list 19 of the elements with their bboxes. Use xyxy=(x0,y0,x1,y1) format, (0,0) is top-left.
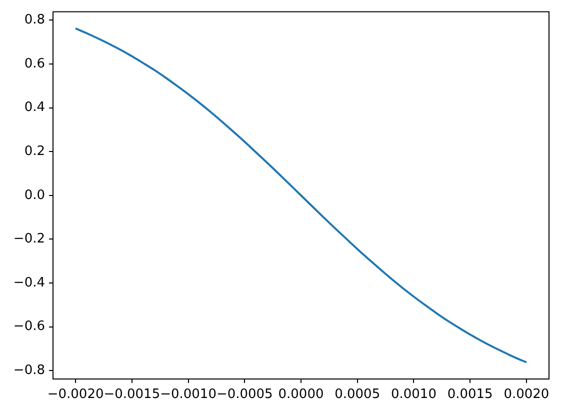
y-tick-label: 0.6 xyxy=(24,56,45,72)
x-tick-label: −0.0020 xyxy=(47,387,104,402)
y-tick-label: 0.8 xyxy=(24,12,45,28)
y-tick-label: 0.4 xyxy=(24,100,45,116)
x-tick-label: −0.0005 xyxy=(216,387,273,402)
y-tick-label: −0.2 xyxy=(13,232,45,247)
x-tick-label: 0.0010 xyxy=(390,387,436,402)
line-series xyxy=(74,27,528,364)
y-tick-label: −0.6 xyxy=(13,319,45,334)
y-tick-label: −0.8 xyxy=(13,363,45,378)
y-tick-label: −0.4 xyxy=(13,275,45,290)
x-tick-label: −0.0010 xyxy=(160,387,216,402)
x-tick-label: 0.0020 xyxy=(504,387,550,402)
x-tick-label: 0.0005 xyxy=(334,387,380,402)
y-tick-label: 0.2 xyxy=(24,144,45,159)
x-tick-label: 0.0015 xyxy=(447,387,493,402)
x-tick-label: 0.0000 xyxy=(278,387,324,402)
x-tick-label: −0.0015 xyxy=(104,387,160,402)
y-tick-label: 0.0 xyxy=(24,188,45,203)
